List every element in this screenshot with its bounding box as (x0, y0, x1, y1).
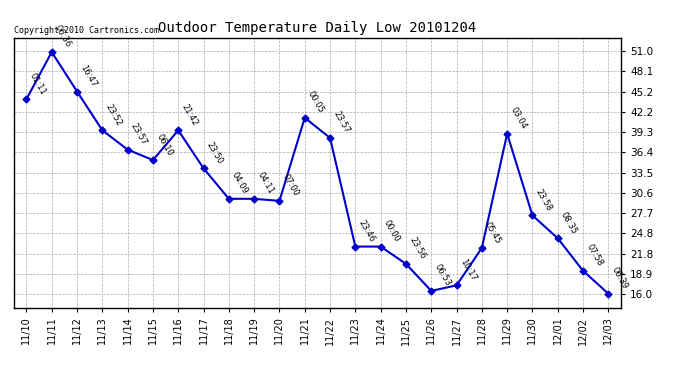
Text: 23:52: 23:52 (104, 102, 124, 128)
Text: 23:57: 23:57 (331, 110, 351, 135)
Text: 00:00: 00:00 (382, 219, 402, 244)
Text: 07:00: 07:00 (281, 173, 301, 198)
Text: 00:05: 00:05 (306, 90, 326, 115)
Text: 23:57: 23:57 (129, 122, 149, 147)
Text: 04:11: 04:11 (255, 171, 275, 196)
Text: 01:11: 01:11 (28, 71, 48, 96)
Text: 08:35: 08:35 (559, 210, 579, 236)
Text: 04:09: 04:09 (230, 171, 250, 196)
Text: 16:47: 16:47 (79, 63, 98, 89)
Text: 07:58: 07:58 (584, 243, 604, 268)
Title: Outdoor Temperature Daily Low 20101204: Outdoor Temperature Daily Low 20101204 (158, 21, 477, 35)
Text: 23:46: 23:46 (357, 219, 377, 244)
Text: 23:58: 23:58 (534, 188, 553, 213)
Text: 23:50: 23:50 (205, 140, 225, 166)
Text: 05:45: 05:45 (483, 220, 503, 245)
Text: Copyright 2010 Cartronics.com: Copyright 2010 Cartronics.com (14, 26, 159, 35)
Text: 10:17: 10:17 (458, 257, 477, 283)
Text: 06:10: 06:10 (155, 132, 174, 157)
Text: 03:04: 03:04 (509, 106, 529, 131)
Text: 21:42: 21:42 (179, 102, 199, 128)
Text: 06:39: 06:39 (610, 266, 629, 291)
Text: 06:53: 06:53 (433, 263, 453, 288)
Text: 23:56: 23:56 (407, 236, 427, 261)
Text: 06:36: 06:36 (53, 24, 73, 49)
